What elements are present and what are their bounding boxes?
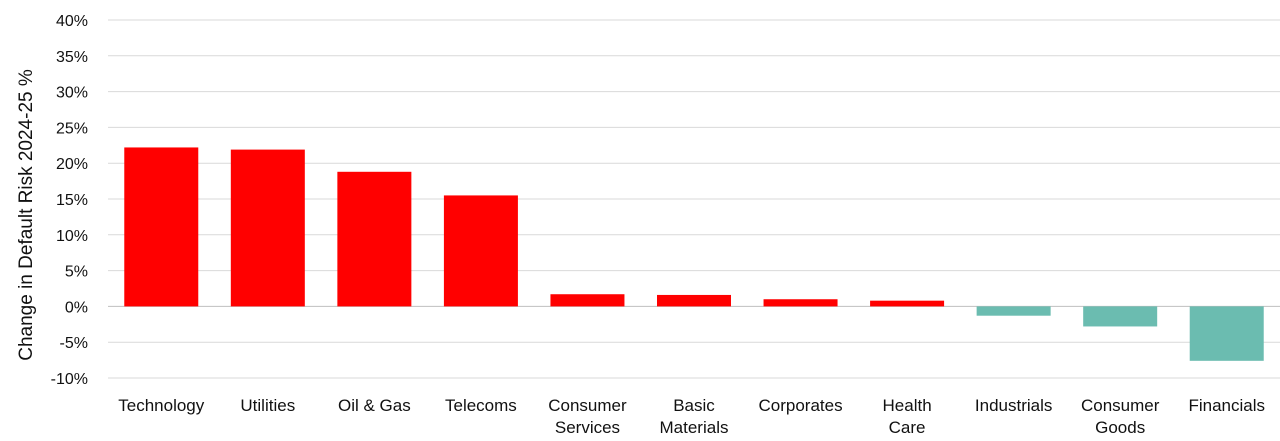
y-tick-label: 35% bbox=[56, 49, 88, 66]
bar bbox=[443, 195, 518, 307]
x-category-label: Health bbox=[883, 396, 932, 415]
y-tick-label: 15% bbox=[56, 192, 88, 209]
x-category-label: Services bbox=[555, 418, 620, 436]
y-tick-label: 5% bbox=[65, 264, 88, 281]
y-tick-label: 30% bbox=[56, 85, 88, 102]
bar bbox=[657, 294, 731, 307]
y-axis-title: Change in Default Risk 2024-25 % bbox=[16, 69, 37, 361]
y-tick-label: 10% bbox=[56, 228, 88, 245]
y-tick-label: 25% bbox=[56, 120, 88, 137]
x-category-label: Telecoms bbox=[445, 396, 517, 415]
bar bbox=[1189, 306, 1264, 361]
bars bbox=[124, 147, 1264, 361]
y-tick-label: 40% bbox=[56, 13, 88, 30]
bar bbox=[870, 300, 945, 307]
bar bbox=[1083, 306, 1158, 327]
x-category-label: Corporates bbox=[758, 396, 842, 415]
bar bbox=[763, 299, 838, 307]
x-category-label: Technology bbox=[118, 396, 205, 415]
x-category-label: Oil & Gas bbox=[338, 396, 411, 415]
bar bbox=[124, 147, 199, 307]
y-tick-label: 0% bbox=[65, 299, 88, 316]
y-axis-ticks: -10% -5% 0% 5% 10% 15% 20% 25% 30% 35% 40% bbox=[51, 13, 88, 388]
x-category-label: Consumer bbox=[548, 396, 627, 415]
x-category-label: Basic bbox=[673, 396, 715, 415]
x-category-label: Industrials bbox=[975, 396, 1052, 415]
bar bbox=[976, 306, 1051, 316]
bar bbox=[337, 171, 412, 307]
y-tick-label: 20% bbox=[56, 156, 88, 173]
y-tick-label: -10% bbox=[51, 371, 88, 388]
x-category-label: Materials bbox=[660, 418, 729, 436]
x-category-label: Care bbox=[889, 418, 926, 436]
x-category-label: Financials bbox=[1188, 396, 1265, 415]
x-category-label: Consumer bbox=[1081, 396, 1160, 415]
x-category-label: Utilities bbox=[240, 396, 295, 415]
bar bbox=[550, 294, 625, 307]
x-axis-labels: Technology Utilities Oil & Gas Telecoms Cons… bbox=[118, 396, 1265, 437]
x-category-label: Goods bbox=[1095, 418, 1145, 436]
y-tick-label: -5% bbox=[60, 335, 88, 352]
bar bbox=[230, 149, 305, 307]
